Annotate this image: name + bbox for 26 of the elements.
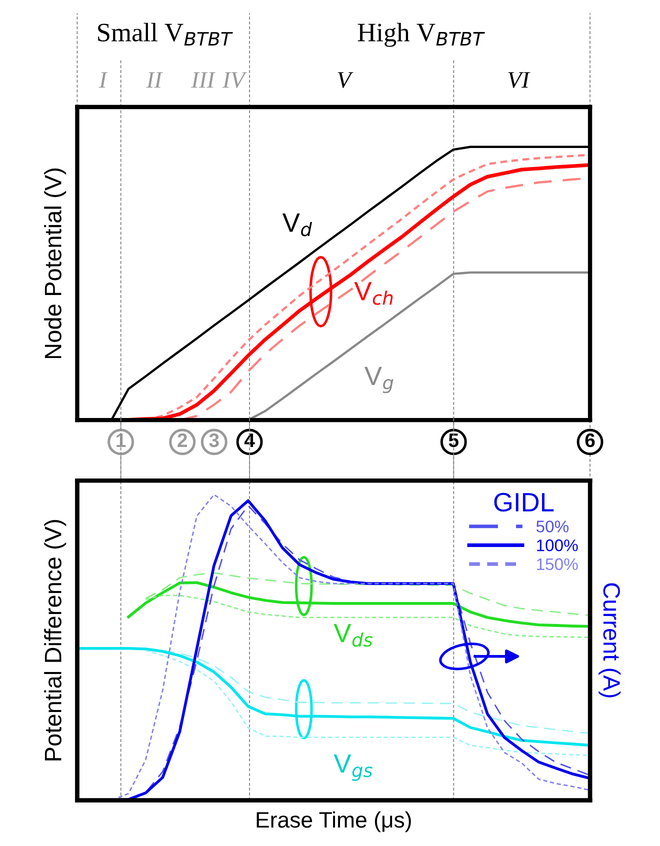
text: 3 (209, 433, 219, 448)
series-label: V$_{gs}$ (334, 754, 372, 781)
text: VI (508, 72, 530, 88)
x-axis-title: Erase Time (μs) (256, 811, 411, 832)
text: 6 (585, 433, 595, 448)
legend-label: 50% (536, 520, 569, 532)
legend-title: GIDL (494, 492, 554, 512)
series-label: V$_{g}$ (364, 366, 394, 394)
y-axis-title: Potential Difference (V) (44, 520, 66, 760)
text: 5 (448, 434, 458, 448)
text: III (190, 72, 216, 88)
y2-axis-title: Current (A) (598, 583, 621, 698)
text: IV (222, 72, 248, 88)
text: Small V$_{BTBT}$ (98, 22, 233, 46)
series-label: V$_{d}$ (282, 214, 312, 236)
series-label: V$_{ds}$ (334, 624, 372, 647)
text: High V$_{BTBT}$ (358, 22, 485, 47)
text: 2 (178, 433, 187, 447)
legend-label: 150% (537, 558, 578, 570)
series-label: V$_{ch}$ (354, 282, 393, 305)
text: II (146, 72, 163, 88)
text: V (338, 72, 354, 88)
legend-label: 100% (537, 539, 578, 552)
text: I (98, 72, 108, 88)
text: 4 (244, 434, 255, 447)
y-axis-title: Node Potential (V) (44, 168, 66, 358)
